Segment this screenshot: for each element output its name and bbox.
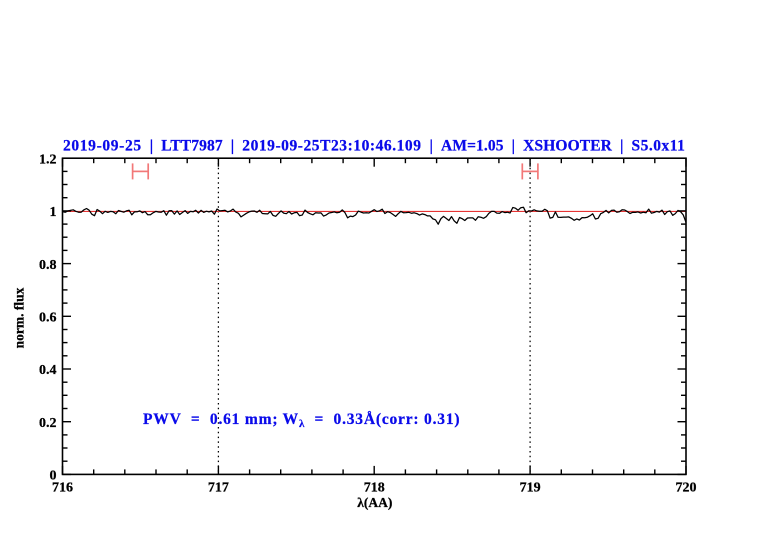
svg-text:0.4: 0.4 (39, 363, 57, 378)
svg-text:1.2: 1.2 (39, 152, 57, 167)
svg-text:PWV = 0.61 mm; Wλ = 0.33Å(: PWV = 0.61 mm; Wλ = 0.33Å(corr: 0.31) (143, 411, 460, 430)
svg-text:717: 717 (208, 480, 229, 495)
svg-text:0: 0 (50, 469, 57, 484)
svg-text:2019-09-25 | LTT7987 | 201: 2019-09-25 | LTT7987 | 2019-09-25T23:10:… (63, 137, 685, 154)
svg-text:norm. flux: norm. flux (12, 287, 27, 348)
svg-text:0.8: 0.8 (39, 258, 57, 273)
svg-text:0.2: 0.2 (39, 416, 57, 431)
svg-text:0.6: 0.6 (39, 311, 57, 326)
svg-text:716: 716 (52, 480, 73, 495)
svg-text:720: 720 (676, 480, 697, 495)
svg-text:719: 719 (520, 480, 541, 495)
svg-text:718: 718 (364, 480, 385, 495)
svg-text:λ(AA): λ(AA) (357, 495, 392, 510)
svg-text:1: 1 (50, 205, 57, 220)
